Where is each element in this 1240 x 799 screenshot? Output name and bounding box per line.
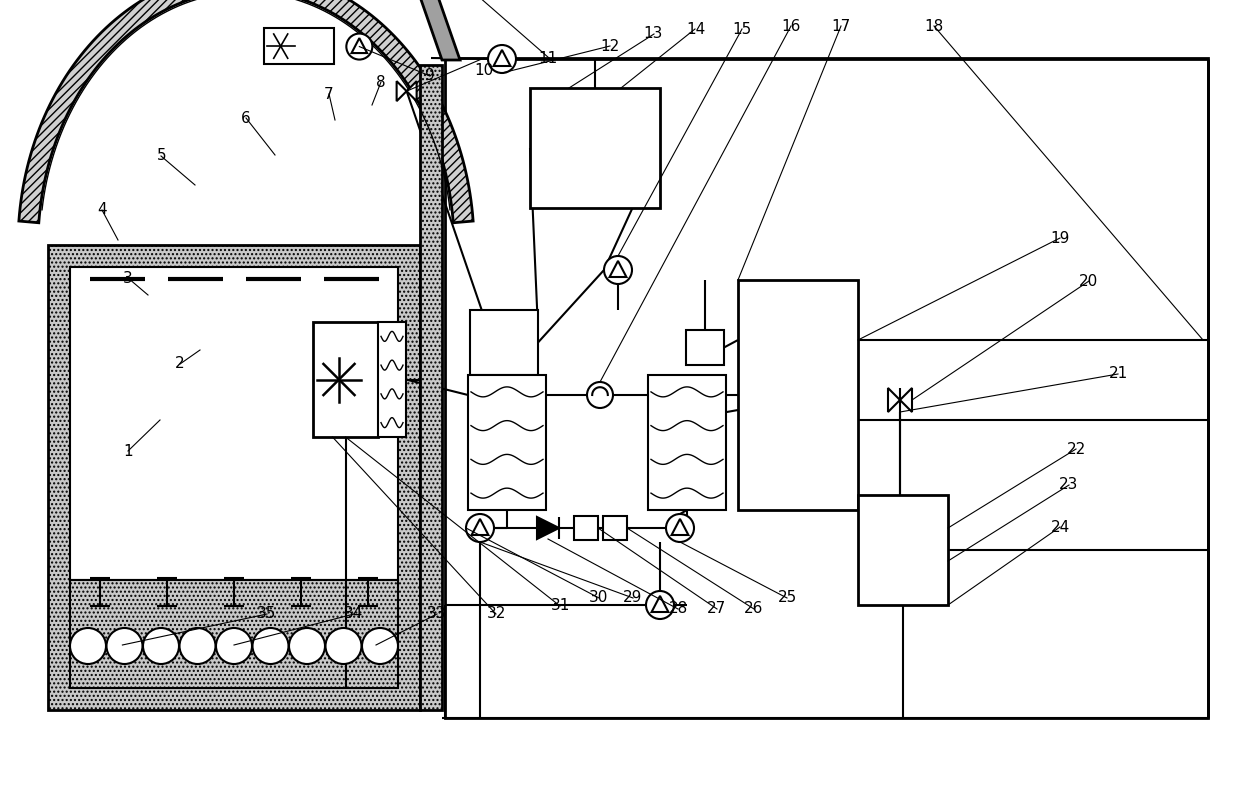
- Text: 31: 31: [551, 598, 570, 613]
- Text: 24: 24: [1050, 520, 1070, 535]
- Polygon shape: [397, 81, 407, 101]
- Bar: [686, 330, 724, 365]
- Text: 25: 25: [777, 590, 797, 605]
- Bar: [420, 65, 441, 710]
- Polygon shape: [900, 388, 911, 412]
- Bar: [48, 245, 420, 710]
- Bar: [603, 516, 627, 540]
- Bar: [312, 322, 378, 437]
- Polygon shape: [651, 596, 668, 612]
- Circle shape: [666, 514, 694, 542]
- Text: 3: 3: [123, 271, 133, 285]
- Circle shape: [216, 628, 252, 664]
- Bar: [445, 58, 1208, 718]
- Circle shape: [362, 628, 398, 664]
- Polygon shape: [407, 81, 417, 101]
- Circle shape: [646, 591, 675, 619]
- Bar: [470, 310, 538, 375]
- Bar: [69, 580, 398, 688]
- Circle shape: [289, 628, 325, 664]
- Text: 30: 30: [589, 590, 609, 605]
- Polygon shape: [672, 519, 688, 535]
- Circle shape: [107, 628, 143, 664]
- Text: 16: 16: [781, 19, 801, 34]
- Polygon shape: [888, 388, 900, 412]
- Text: 22: 22: [1066, 442, 1086, 456]
- Text: 34: 34: [343, 606, 363, 621]
- Polygon shape: [19, 0, 474, 223]
- Circle shape: [489, 45, 516, 73]
- Circle shape: [587, 382, 613, 408]
- Circle shape: [69, 628, 105, 664]
- Text: 28: 28: [668, 602, 688, 616]
- Text: 13: 13: [644, 26, 663, 41]
- Polygon shape: [351, 38, 367, 53]
- Text: 10: 10: [474, 63, 494, 78]
- Circle shape: [346, 34, 372, 60]
- Text: 8: 8: [376, 75, 386, 89]
- Text: 6: 6: [241, 111, 250, 125]
- Text: 32: 32: [486, 606, 506, 621]
- Text: 27: 27: [707, 602, 727, 616]
- Bar: [649, 375, 725, 510]
- Polygon shape: [610, 261, 626, 277]
- Text: 33: 33: [427, 606, 446, 621]
- Text: 26: 26: [744, 602, 764, 616]
- Text: 4: 4: [97, 202, 107, 217]
- Circle shape: [604, 256, 632, 284]
- Text: 21: 21: [1109, 367, 1128, 381]
- Bar: [686, 395, 724, 430]
- Polygon shape: [537, 517, 559, 539]
- Bar: [858, 495, 949, 605]
- Text: 9: 9: [425, 69, 435, 83]
- Text: 12: 12: [600, 39, 620, 54]
- Circle shape: [466, 514, 494, 542]
- Circle shape: [325, 628, 362, 664]
- Text: 17: 17: [831, 19, 851, 34]
- Text: 19: 19: [1050, 231, 1070, 245]
- Text: 11: 11: [538, 51, 558, 66]
- Text: 29: 29: [622, 590, 642, 605]
- Circle shape: [253, 628, 289, 664]
- Bar: [264, 28, 334, 64]
- Text: 35: 35: [257, 606, 277, 621]
- Text: 18: 18: [924, 19, 944, 34]
- Circle shape: [143, 628, 179, 664]
- Polygon shape: [471, 519, 489, 535]
- Polygon shape: [402, 0, 460, 60]
- Text: 7: 7: [324, 87, 334, 101]
- Circle shape: [180, 628, 216, 664]
- Text: 15: 15: [732, 22, 751, 37]
- Text: 20: 20: [1079, 274, 1099, 288]
- Bar: [69, 267, 398, 580]
- Bar: [529, 88, 660, 208]
- Text: 2: 2: [175, 356, 185, 371]
- Bar: [738, 280, 858, 510]
- Text: 1: 1: [123, 444, 133, 459]
- Bar: [378, 322, 405, 437]
- Bar: [467, 375, 546, 510]
- Text: 23: 23: [1059, 478, 1079, 492]
- Bar: [574, 516, 598, 540]
- Text: 14: 14: [686, 22, 706, 37]
- Polygon shape: [494, 50, 511, 66]
- Text: 5: 5: [156, 149, 166, 163]
